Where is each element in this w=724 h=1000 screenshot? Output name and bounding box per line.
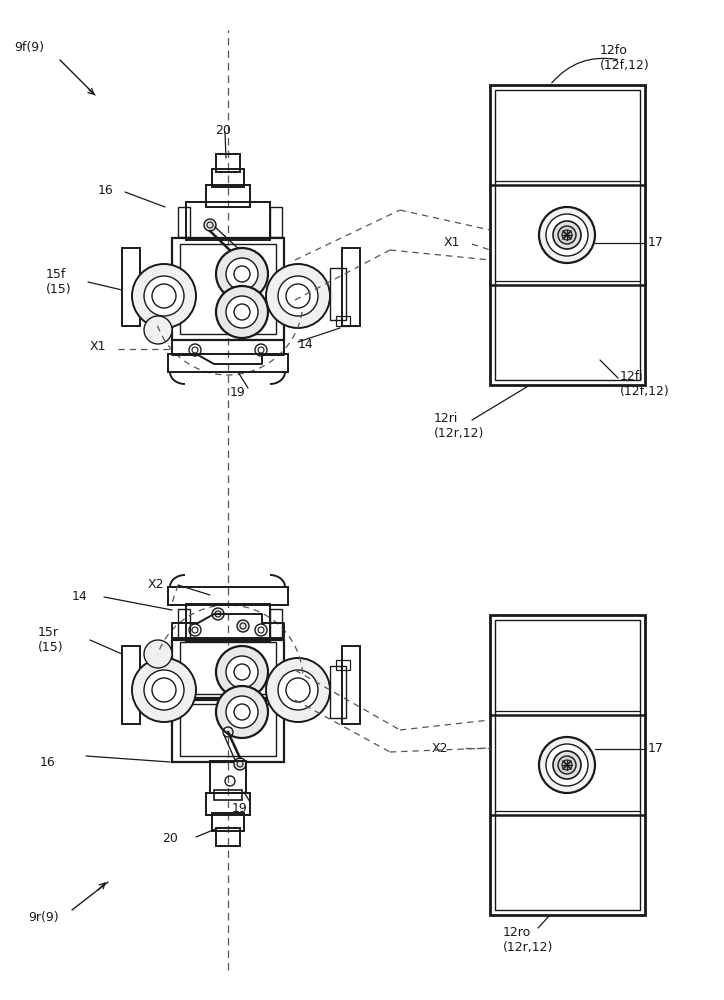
Bar: [270, 609, 282, 639]
Bar: [180, 244, 276, 334]
Text: 12fo
(12f,12): 12fo (12f,12): [600, 44, 649, 72]
Text: 12ri
(12r,12): 12ri (12r,12): [434, 412, 484, 440]
Circle shape: [266, 658, 330, 722]
Bar: [172, 238, 284, 340]
Text: 17: 17: [648, 742, 664, 754]
Text: 12ro
(12r,12): 12ro (12r,12): [503, 926, 553, 954]
Text: 14: 14: [298, 338, 313, 352]
Bar: [172, 640, 284, 700]
Text: 15f
(15): 15f (15): [46, 268, 72, 296]
Circle shape: [144, 276, 184, 316]
Bar: [212, 169, 244, 187]
Circle shape: [144, 670, 184, 710]
Circle shape: [539, 207, 595, 263]
Text: 9f(9): 9f(9): [14, 41, 44, 54]
Text: 15r
(15): 15r (15): [38, 626, 64, 654]
Bar: [180, 704, 276, 756]
Bar: [172, 698, 284, 762]
Bar: [330, 268, 346, 320]
Text: 9r(9): 9r(9): [28, 912, 59, 924]
Circle shape: [553, 751, 581, 779]
Circle shape: [546, 744, 588, 786]
Circle shape: [132, 264, 196, 328]
Text: 14: 14: [72, 590, 88, 603]
Bar: [168, 587, 288, 605]
Bar: [330, 666, 346, 718]
Circle shape: [562, 760, 572, 770]
Circle shape: [212, 608, 224, 620]
Circle shape: [553, 221, 581, 249]
Circle shape: [216, 248, 268, 300]
Circle shape: [144, 316, 172, 344]
Text: X1: X1: [90, 340, 106, 353]
Text: 16: 16: [40, 756, 56, 768]
Bar: [336, 316, 350, 326]
Circle shape: [266, 264, 330, 328]
Circle shape: [216, 686, 268, 738]
Bar: [342, 646, 360, 724]
Bar: [270, 207, 282, 237]
Bar: [168, 354, 288, 372]
Bar: [206, 185, 250, 207]
Circle shape: [558, 756, 576, 774]
Bar: [216, 154, 240, 172]
Circle shape: [132, 658, 196, 722]
Bar: [178, 609, 190, 639]
Circle shape: [204, 219, 216, 231]
Text: X1: X1: [444, 235, 460, 248]
Text: 20: 20: [215, 123, 231, 136]
Bar: [178, 207, 190, 237]
Circle shape: [237, 620, 249, 632]
Circle shape: [226, 696, 258, 728]
Bar: [122, 646, 140, 724]
Bar: [495, 90, 640, 380]
Text: 19: 19: [230, 386, 245, 399]
Bar: [490, 85, 645, 385]
Bar: [490, 615, 645, 915]
Text: 19: 19: [232, 802, 248, 814]
Bar: [122, 248, 140, 326]
Bar: [186, 202, 270, 240]
Circle shape: [216, 646, 268, 698]
Bar: [212, 813, 244, 831]
Text: X2: X2: [148, 578, 164, 590]
Bar: [206, 793, 250, 815]
Bar: [495, 620, 640, 910]
Bar: [180, 642, 276, 694]
Circle shape: [278, 276, 318, 316]
Circle shape: [234, 758, 246, 770]
Bar: [214, 790, 242, 800]
Text: 20: 20: [162, 832, 178, 844]
Circle shape: [562, 230, 572, 240]
Circle shape: [226, 258, 258, 290]
Circle shape: [539, 737, 595, 793]
Bar: [216, 828, 240, 846]
Circle shape: [546, 214, 588, 256]
Text: X2: X2: [432, 742, 448, 754]
Text: 17: 17: [648, 235, 664, 248]
Circle shape: [226, 296, 258, 328]
Bar: [210, 761, 246, 793]
Circle shape: [278, 670, 318, 710]
Circle shape: [216, 286, 268, 338]
Circle shape: [144, 640, 172, 668]
Circle shape: [226, 656, 258, 688]
Text: 12fi
(12f,12): 12fi (12f,12): [620, 370, 670, 398]
Text: 16: 16: [98, 184, 114, 196]
Bar: [342, 248, 360, 326]
Circle shape: [558, 226, 576, 244]
Bar: [186, 604, 270, 642]
Bar: [336, 660, 350, 670]
